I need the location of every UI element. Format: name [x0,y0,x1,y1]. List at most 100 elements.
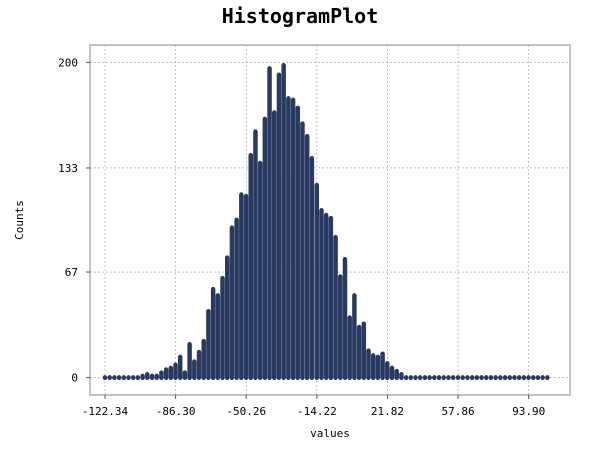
histogram-bar [272,110,277,381]
x-tick-label: -86.30 [156,405,196,418]
histogram-bar [408,375,414,381]
histogram-bar [276,72,282,381]
y-tick-label: 67 [65,266,78,279]
histogram-bar [540,375,545,381]
histogram-bar [380,351,385,381]
histogram-bar [498,375,503,381]
x-tick-label: 93.90 [512,405,545,418]
histogram-bar [248,152,253,381]
histogram-bar [196,349,202,381]
histogram-bar [112,375,117,381]
histogram-bar [102,375,108,381]
plot-frame [89,44,571,396]
histogram-bar [286,96,291,381]
histogram-bar [493,375,498,381]
histogram-bar [243,193,249,381]
histogram-bar [441,375,446,381]
histogram-bar [342,256,348,381]
histogram-bar [267,66,272,381]
x-tick-label: -50.26 [226,405,266,418]
histogram-bar [126,375,131,381]
histogram-bar [253,129,258,381]
histogram-bar [220,275,225,381]
histogram-bar [502,375,508,381]
histogram-bar [304,133,310,381]
histogram-bar [121,375,127,381]
histogram-bar [399,372,404,381]
histogram-bar [281,62,286,381]
histogram-bar [427,375,432,381]
histogram-bar [516,375,522,381]
histogram-bar [159,370,164,381]
histogram-bar [290,97,296,381]
histogram-bar [187,342,192,381]
histogram-bar [163,367,169,381]
histogram-bar [545,375,550,381]
histogram-bar [140,373,145,381]
histogram-bar [234,217,239,381]
histogram-bar [436,375,442,381]
histogram-bar [210,286,216,381]
histogram-bar [168,365,174,381]
histogram-bar [262,116,268,381]
histogram-bar [130,375,136,381]
histogram-bar [521,375,527,381]
histogram-bar [323,212,329,381]
histogram-bar [149,373,155,381]
histogram-bar [483,375,489,381]
histogram-bar [460,375,465,381]
histogram-bar [403,375,409,381]
histogram-bar [319,208,324,381]
histogram-bar [479,375,484,381]
histogram-bar [215,293,221,381]
histogram-bar [224,255,230,381]
histogram-bar [469,375,475,381]
x-axis-label: values [310,427,350,440]
histogram-bar [474,375,480,381]
histogram-bar [135,375,141,381]
histogram-bar [257,160,263,381]
histogram-bar [389,365,395,381]
histogram-bar [347,315,352,381]
histogram-bar [361,321,367,381]
histogram-bar [385,360,390,381]
histogram-bar [173,362,178,381]
y-tick-label: 0 [71,372,78,385]
histogram-bar [229,225,235,381]
histogram-bar [154,373,159,381]
histogram-bar [413,375,418,381]
histogram-bar [455,375,461,381]
histogram-bar [300,121,305,381]
histogram-bar [145,372,150,381]
histogram-bar [370,353,376,381]
histogram-bar [352,293,357,381]
histogram-bar [366,348,371,381]
histogram-bar [465,375,470,381]
histogram-bar [394,368,399,381]
histogram-bar [535,375,541,381]
histogram-bar [417,375,423,381]
x-tick-label: -122.34 [82,405,129,418]
x-tick-label: 21.82 [371,405,404,418]
histogram-bar [338,274,343,381]
histogram-bar [182,370,188,381]
histogram-bar [333,234,338,381]
histogram-bar [375,354,381,381]
x-tick-label: 57.86 [441,405,474,418]
histogram-bar [206,308,211,381]
histogram-bar [356,324,362,381]
histogram-bar [107,375,112,381]
y-tick-label: 200 [58,56,78,69]
histogram-bar [507,375,513,381]
histogram-bar [446,375,451,381]
histogram-bar [526,375,531,381]
x-tick-label: -14.22 [297,405,337,418]
histogram-bar [239,192,244,381]
chart-title: HistogramPlot [221,4,379,28]
histogram-bar [422,375,428,381]
histogram-bar [488,375,494,381]
histogram-bar [309,156,315,381]
y-axis-label: Counts [13,200,26,240]
